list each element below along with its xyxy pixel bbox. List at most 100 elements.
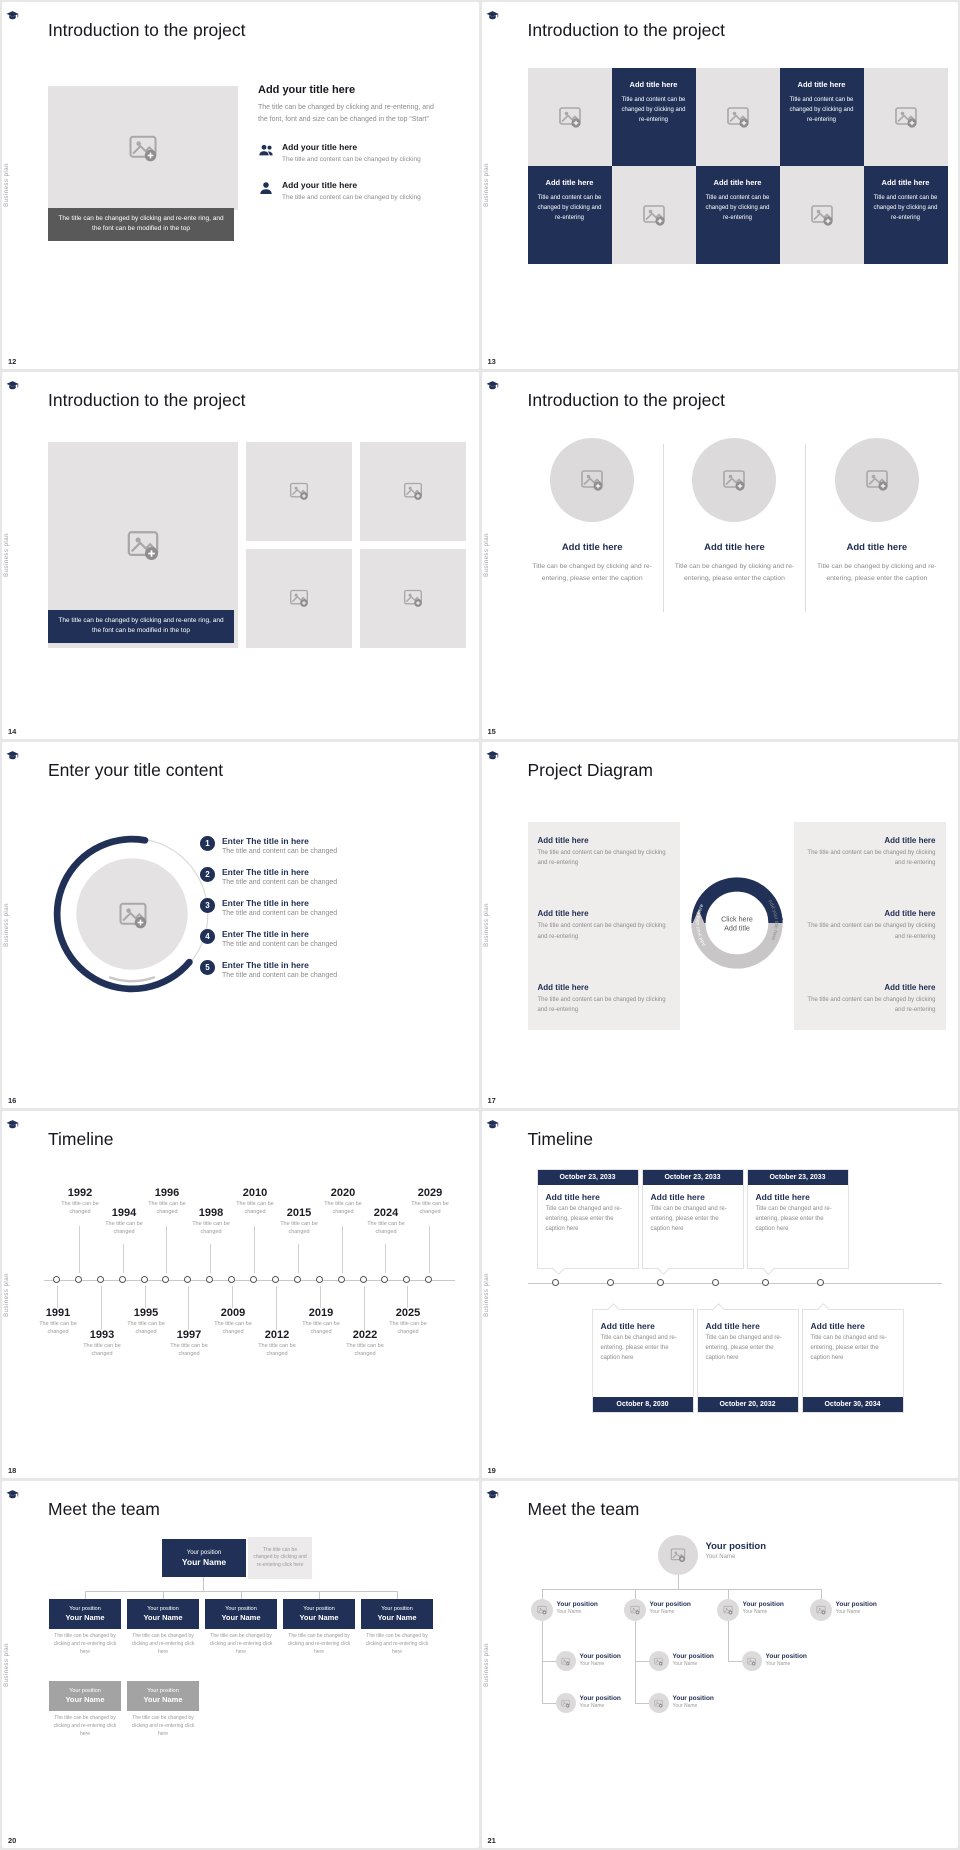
slide-18-thumbnail[interactable]: Business plan 18 Timeline 1991 The title … xyxy=(2,1111,479,1479)
name-label: Your Name xyxy=(181,1556,227,1567)
timeline-card: October 23, 2033 Add title here Title ca… xyxy=(746,1169,849,1270)
slide-12-thumbnail[interactable]: Business plan 12 Introduction to the pro… xyxy=(2,2,479,369)
timeline-item: 1998 The title can be changed xyxy=(188,1207,234,1237)
numbered-item: 3 Enter The title in here The title and … xyxy=(200,897,462,917)
image-placeholder xyxy=(611,166,696,264)
content-column: Add title here Title can be changed by c… xyxy=(664,437,805,585)
column-text: Title can be changed by clicking and re-… xyxy=(532,562,652,583)
sidebar-vertical-label: Business plan xyxy=(4,903,10,947)
image-placeholder-circle xyxy=(550,437,635,522)
image-placeholder xyxy=(48,86,238,210)
image-placeholder xyxy=(246,548,352,648)
left-panel: Add title here The title and content can… xyxy=(527,821,680,1030)
slide-number: 13 xyxy=(487,356,496,366)
position-label: Your position xyxy=(579,1695,621,1703)
connector-line xyxy=(634,1589,636,1600)
date-badge: October 8, 2030 xyxy=(592,1397,693,1413)
panel-item: Add title here The title and content can… xyxy=(804,909,935,941)
slide-15-thumbnail[interactable]: Business plan 15 Introduction to the pro… xyxy=(481,371,958,739)
year-label: 1997 xyxy=(176,1329,202,1342)
timeline-marker xyxy=(119,1244,126,1284)
card-heading: Add title here xyxy=(650,1192,705,1203)
divider xyxy=(662,443,664,612)
slide-title: Meet the team xyxy=(527,1499,640,1520)
sidebar-vertical-label: Business plan xyxy=(483,1642,490,1687)
timeline-marker xyxy=(761,1279,769,1287)
image-placeholder xyxy=(360,548,466,648)
slide-16-thumbnail[interactable]: Business plan 16 Enter your title conten… xyxy=(2,741,479,1109)
image-placeholder-icon xyxy=(561,1657,570,1666)
slide-20-thumbnail[interactable]: Business plan 20 Meet the team Your posi… xyxy=(2,1481,479,1848)
name-label: Your Name xyxy=(765,1661,791,1668)
timeline-marker xyxy=(97,1276,104,1331)
slide-14-thumbnail[interactable]: Business plan 14 Introduction to the pro… xyxy=(2,371,479,739)
name-label: Your Name xyxy=(143,1695,183,1705)
connector-line xyxy=(397,1591,398,1600)
image-placeholder xyxy=(779,166,864,264)
year-label: 2015 xyxy=(286,1207,312,1220)
timeline-card: October 23, 2033 Add title here Title ca… xyxy=(536,1169,639,1270)
position-label: Your position xyxy=(705,1541,767,1553)
year-label: 1993 xyxy=(89,1329,115,1342)
slide-number: 18 xyxy=(8,1466,17,1476)
timeline-marker xyxy=(184,1276,191,1331)
timeline-item: 1991 The title can be changed xyxy=(35,1307,81,1337)
timeline-item: 1993 The title can be changed xyxy=(79,1329,125,1359)
item-texts: Enter The title in here The title and co… xyxy=(222,929,337,948)
cell-text: Title and content can be changed by clic… xyxy=(789,97,854,124)
image-placeholder-icon xyxy=(128,133,158,163)
org-member-box: Your position Your Name xyxy=(361,1599,433,1630)
position-label: Your position xyxy=(672,1695,714,1703)
image-placeholder-icon xyxy=(561,1699,570,1708)
position-label: Your position xyxy=(69,1606,101,1613)
image-placeholder-icon xyxy=(894,105,918,129)
member-note: The title can be changed by clicking and… xyxy=(209,1633,273,1655)
circular-arrow-diagram: Add your idea here Add your title here C… xyxy=(690,876,783,969)
timeline-item: 2012 The title can be changed xyxy=(254,1329,300,1359)
timeline-axis xyxy=(44,1280,455,1282)
slide-21-thumbnail[interactable]: Business plan 21 Meet the team Your posi… xyxy=(481,1481,958,1848)
cell-heading: Add title here xyxy=(881,178,930,187)
item-heading: Add your title here xyxy=(282,141,358,152)
slide-number: 12 xyxy=(8,356,17,366)
item-heading: Enter The title in here xyxy=(222,897,309,908)
name-label: Your Name xyxy=(705,1554,736,1561)
item-heading: Add your title here xyxy=(282,179,358,190)
avatar-placeholder xyxy=(716,1599,739,1622)
name-label: Your Name xyxy=(221,1613,261,1623)
item-text: The title can be changed xyxy=(236,1201,274,1216)
year-label: 1998 xyxy=(198,1207,224,1220)
timeline-marker xyxy=(162,1226,169,1284)
numbered-item: 4 Enter The title in here The title and … xyxy=(200,928,462,948)
name-label: Your Name xyxy=(672,1703,698,1710)
org-node-label: Your position Your Name xyxy=(580,1695,621,1709)
slide-title: Meet the team xyxy=(48,1499,160,1520)
list-item: Add your title here The title and conten… xyxy=(258,142,440,165)
org-node-label: Your position Your Name xyxy=(580,1653,621,1667)
image-placeholder-icon xyxy=(289,588,309,608)
slide-19-thumbnail[interactable]: Business plan 19 Timeline October 23, 20… xyxy=(481,1111,958,1479)
item-text: The title can be changed xyxy=(39,1321,77,1336)
name-label: Your Name xyxy=(579,1661,605,1668)
year-label: 2020 xyxy=(330,1187,356,1200)
image-placeholder-icon xyxy=(558,105,582,129)
slide-17-thumbnail[interactable]: Business plan 17 Project Diagram Add tit… xyxy=(481,741,958,1109)
timeline-item: 1995 The title can be changed xyxy=(123,1307,169,1337)
content-heading: Add your title here xyxy=(258,84,356,96)
timeline-item: 1996 The title can be changed xyxy=(144,1187,190,1217)
position-label: Your position xyxy=(147,1688,179,1695)
slide-13-thumbnail[interactable]: Business plan 13 Introduction to the pro… xyxy=(481,2,958,369)
image-placeholder xyxy=(360,441,466,541)
image-placeholder-icon xyxy=(670,1547,686,1563)
timeline-marker xyxy=(381,1244,388,1284)
item-heading: Enter The title in here xyxy=(222,835,309,846)
timeline-marker xyxy=(403,1276,410,1309)
slide-title: Introduction to the project xyxy=(527,20,725,40)
name-label: Your Name xyxy=(556,1609,582,1616)
content-cell: Add title here Title and content can be … xyxy=(863,166,948,264)
item-text: The title can be changed xyxy=(258,1343,296,1358)
avatar-placeholder xyxy=(657,1535,698,1576)
image-placeholder-icon xyxy=(722,468,746,492)
connector-line xyxy=(727,1589,729,1600)
image-placeholder-icon xyxy=(537,1605,547,1615)
